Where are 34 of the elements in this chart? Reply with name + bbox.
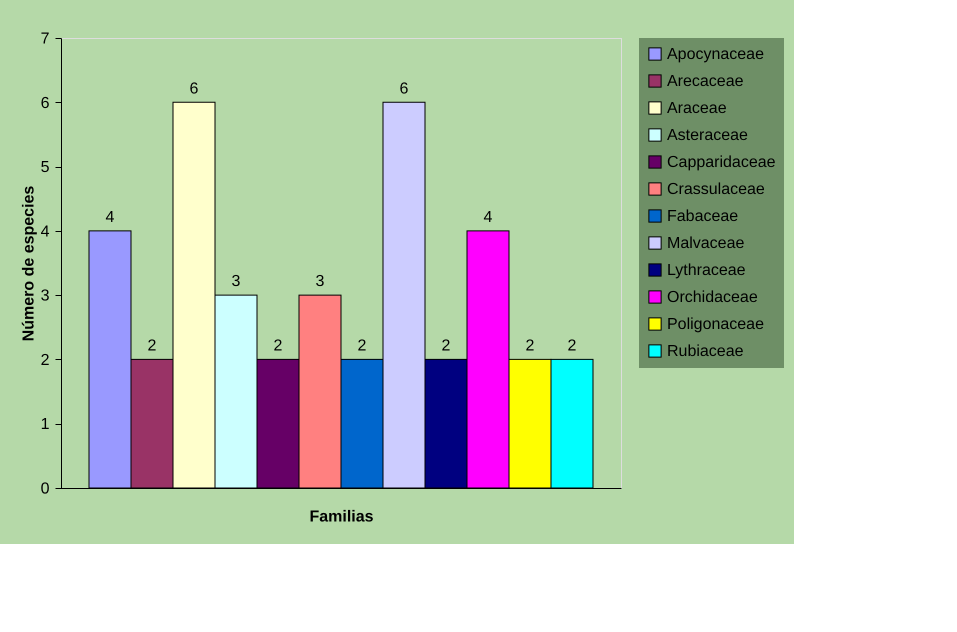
- y-tick-label: 4: [40, 223, 50, 240]
- y-tick-label: 1: [40, 416, 50, 434]
- legend-label: Apocynaceae: [667, 46, 764, 63]
- data-label: 4: [106, 208, 115, 226]
- data-label: 3: [316, 273, 325, 290]
- legend-label: Rubiaceae: [667, 343, 744, 360]
- data-label: 2: [526, 337, 535, 354]
- y-tick-label: 7: [40, 30, 50, 48]
- legend-label: Crassulaceae: [667, 181, 765, 198]
- y-tick-label: 6: [40, 94, 50, 112]
- data-label: 2: [148, 337, 157, 354]
- legend-label: Poligonaceae: [667, 316, 764, 333]
- legend-label: Asteraceae: [667, 127, 748, 144]
- data-label: 6: [400, 80, 409, 98]
- data-label: 2: [568, 337, 577, 354]
- data-label: 4: [484, 208, 493, 226]
- legend-label: Arecaceae: [667, 73, 744, 90]
- y-axis-title: Número de especies: [20, 186, 38, 342]
- legend-label: Capparidaceae: [667, 154, 776, 171]
- legend-label: Araceae: [667, 100, 727, 117]
- x-axis-title: Familias: [309, 508, 374, 526]
- data-label: 2: [358, 337, 367, 354]
- legend-label: Fabaceae: [667, 208, 738, 225]
- y-tick-label: 0: [40, 480, 50, 498]
- legend-label: Orchidaceae: [667, 289, 758, 306]
- legend-label: Lythraceae: [667, 262, 746, 279]
- data-label: 6: [190, 80, 199, 98]
- data-label: 2: [274, 337, 283, 354]
- y-tick-label: 5: [40, 159, 50, 176]
- y-tick-label: 2: [40, 352, 50, 369]
- data-label: 3: [232, 273, 241, 290]
- legend-label: Malvaceae: [667, 235, 744, 252]
- y-tick-label: 3: [40, 288, 50, 305]
- data-label: 2: [442, 337, 451, 354]
